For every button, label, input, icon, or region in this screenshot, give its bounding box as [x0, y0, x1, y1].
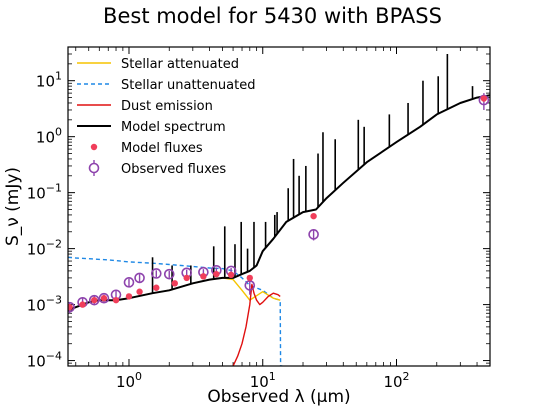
y-tick-label: 101	[36, 70, 62, 91]
series-line-model-spectrum	[68, 94, 490, 311]
model-flux-point	[213, 270, 220, 278]
model-flux-point	[227, 271, 235, 279]
legend-swatch	[88, 162, 100, 174]
model-flux-point	[68, 303, 73, 311]
y-tick-label: 100	[36, 126, 62, 147]
series-line-stellar-unattenuated	[68, 256, 283, 366]
model-flux-point	[125, 293, 133, 300]
y-tick-label: 10−3	[27, 294, 62, 315]
legend-label: Dust emission	[121, 99, 213, 114]
observed-flux-point	[163, 268, 175, 280]
series-line-dust-emission	[232, 283, 281, 366]
x-tick-label: 102	[383, 370, 409, 391]
plot-frame	[67, 46, 491, 367]
x-tick-label: 101	[250, 370, 276, 391]
observed-flux-point	[88, 294, 100, 306]
model-flux-point	[480, 95, 488, 102]
legend-label: Model spectrum	[121, 120, 226, 135]
model-flux-point	[246, 274, 253, 282]
y-tick-label: 10−1	[27, 182, 62, 203]
y-tick-label: 10−2	[27, 238, 62, 259]
y-tick-label: 10−4	[27, 350, 62, 371]
observed-flux-point	[98, 292, 110, 304]
observed-flux-point	[68, 301, 75, 313]
series-group	[68, 53, 490, 366]
observed-flux-point	[134, 272, 145, 284]
model-flux-point	[91, 296, 98, 304]
model-flux-point	[200, 273, 207, 280]
observed-flux-point	[150, 268, 162, 279]
model-flux-point	[171, 280, 178, 287]
x-axis-label: Observed λ (μm)	[207, 387, 350, 407]
observed-flux-point	[308, 229, 319, 240]
model-flux-point	[112, 296, 120, 304]
legend-label: Stellar unattenuated	[121, 78, 255, 93]
x-tick-label: 100	[116, 370, 142, 391]
model-flux-point	[136, 288, 143, 295]
model-flux-point	[79, 301, 86, 308]
y-axis-label: S_ν (mJy)	[3, 167, 23, 246]
legend-swatch	[90, 143, 98, 151]
legend-label: Stellar attenuated	[121, 57, 239, 72]
chart-title: Best model for 5430 with BPASS	[103, 4, 442, 28]
model-flux-point	[100, 295, 108, 302]
legend-label: Observed fluxes	[121, 162, 226, 177]
model-flux-point	[310, 212, 317, 220]
observed-flux-point	[123, 277, 135, 288]
legend-label: Model fluxes	[121, 141, 203, 156]
model-flux-point	[183, 274, 190, 282]
model-flux-point	[153, 284, 160, 291]
